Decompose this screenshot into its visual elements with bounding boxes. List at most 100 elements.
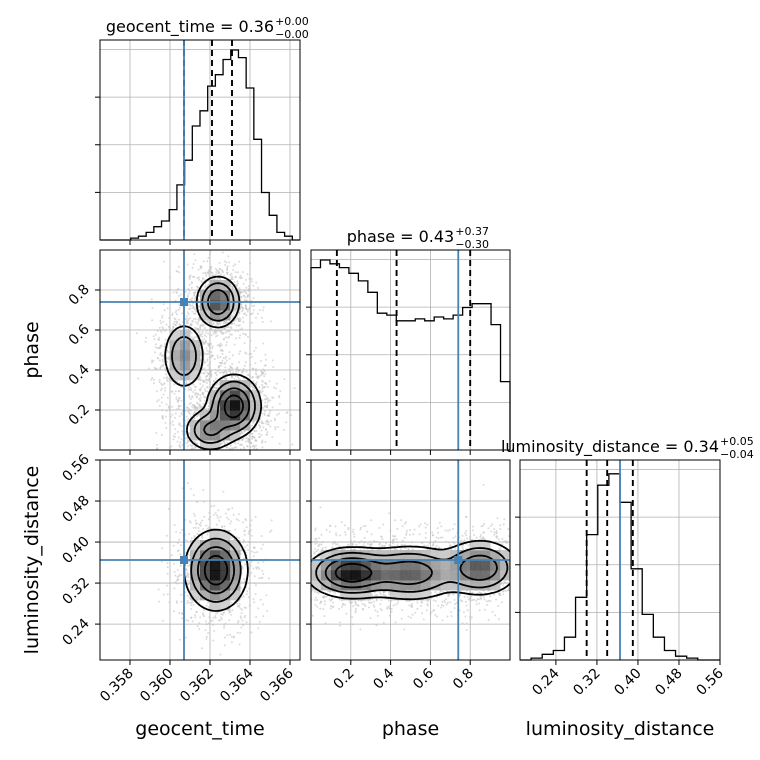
sample-point bbox=[223, 624, 226, 627]
sample-point bbox=[271, 436, 274, 439]
sample-point bbox=[219, 330, 222, 333]
sample-point bbox=[225, 321, 228, 324]
sample-point bbox=[233, 312, 235, 315]
x-tick-label: 0.48 bbox=[652, 666, 685, 699]
density-cell bbox=[210, 400, 221, 411]
sample-point bbox=[205, 623, 208, 626]
contour-line bbox=[164, 275, 263, 450]
sample-point bbox=[237, 620, 240, 622]
sample-point bbox=[257, 627, 260, 630]
sample-point bbox=[199, 333, 202, 336]
sample-point bbox=[187, 317, 189, 320]
density-cell bbox=[220, 430, 231, 441]
sample-point bbox=[173, 571, 176, 573]
sample-point bbox=[242, 595, 245, 598]
sample-point bbox=[206, 271, 209, 274]
sample-point bbox=[180, 612, 183, 615]
sample-point bbox=[176, 601, 178, 604]
sample-point bbox=[244, 304, 247, 307]
sample-point bbox=[168, 406, 171, 409]
sample-point bbox=[178, 638, 181, 641]
sample-point bbox=[173, 524, 176, 527]
sample-point bbox=[213, 504, 216, 507]
sample-point bbox=[154, 343, 157, 346]
x-tick-label: 0.360 bbox=[137, 666, 177, 706]
sample-point bbox=[256, 312, 259, 315]
sample-point bbox=[159, 353, 162, 356]
sample-point bbox=[230, 314, 233, 317]
sample-point bbox=[242, 271, 244, 274]
sample-point bbox=[267, 385, 269, 388]
sample-point bbox=[248, 604, 251, 607]
sample-point bbox=[262, 426, 265, 429]
sample-point bbox=[192, 305, 195, 308]
sample-point bbox=[351, 616, 354, 619]
sample-point bbox=[166, 572, 169, 575]
sample-point bbox=[210, 619, 213, 622]
sample-point bbox=[174, 416, 176, 419]
x-tick-label: 0.364 bbox=[217, 665, 257, 705]
sample-point bbox=[211, 274, 214, 277]
sample-point bbox=[204, 376, 207, 379]
density-cell bbox=[180, 330, 191, 341]
sample-point bbox=[196, 625, 199, 628]
sample-point bbox=[206, 527, 209, 530]
title-plus: +0.37 bbox=[455, 225, 489, 238]
sample-point bbox=[241, 306, 244, 309]
sample-point bbox=[202, 391, 205, 394]
sample-point bbox=[199, 326, 202, 329]
panel-title: phase = 0.43 bbox=[347, 227, 454, 246]
sample-point bbox=[264, 353, 267, 356]
y-tick-label: 0.8 bbox=[66, 282, 93, 309]
sample-point bbox=[175, 408, 178, 411]
sample-point bbox=[239, 328, 242, 331]
sample-point bbox=[247, 441, 250, 444]
sample-point bbox=[255, 346, 257, 349]
sample-point bbox=[219, 342, 222, 345]
sample-point bbox=[254, 372, 257, 375]
sample-point bbox=[158, 405, 161, 407]
sample-point bbox=[226, 441, 229, 444]
sample-point bbox=[253, 551, 256, 554]
sample-point bbox=[178, 538, 181, 541]
sample-point bbox=[170, 405, 173, 408]
sample-point bbox=[192, 494, 195, 496]
sample-point bbox=[238, 536, 241, 539]
sample-point bbox=[186, 594, 189, 597]
sample-point bbox=[261, 373, 264, 376]
sample-point bbox=[196, 285, 198, 288]
sample-point bbox=[262, 603, 265, 606]
sample-point bbox=[213, 330, 216, 333]
sample-point bbox=[219, 355, 222, 358]
sample-point bbox=[209, 373, 212, 376]
sample-point bbox=[250, 280, 253, 283]
density-luminosity_distance_vs_phase bbox=[311, 483, 510, 632]
sample-point bbox=[170, 445, 173, 448]
sample-point bbox=[199, 267, 202, 270]
sample-point bbox=[265, 395, 267, 398]
sample-point bbox=[241, 432, 244, 435]
sample-point bbox=[258, 421, 261, 423]
sample-point bbox=[161, 316, 163, 319]
sample-point bbox=[164, 415, 167, 418]
sample-point bbox=[193, 411, 196, 414]
sample-point bbox=[190, 387, 192, 390]
density-cell bbox=[230, 550, 241, 561]
sample-point bbox=[192, 403, 194, 406]
panel-frame bbox=[99, 39, 301, 241]
sample-point bbox=[224, 357, 227, 360]
sample-point bbox=[238, 336, 241, 339]
sample-point bbox=[274, 419, 276, 421]
sample-point bbox=[166, 566, 169, 569]
sample-point bbox=[249, 339, 252, 342]
sample-point bbox=[198, 406, 201, 409]
sample-point bbox=[230, 333, 233, 336]
sample-point bbox=[215, 523, 218, 526]
sample-point bbox=[225, 378, 228, 381]
sample-point bbox=[174, 574, 177, 577]
sample-point bbox=[207, 518, 210, 521]
sample-point bbox=[354, 609, 357, 612]
sample-point bbox=[260, 433, 263, 436]
sample-point bbox=[154, 333, 157, 336]
sample-point bbox=[198, 628, 201, 630]
